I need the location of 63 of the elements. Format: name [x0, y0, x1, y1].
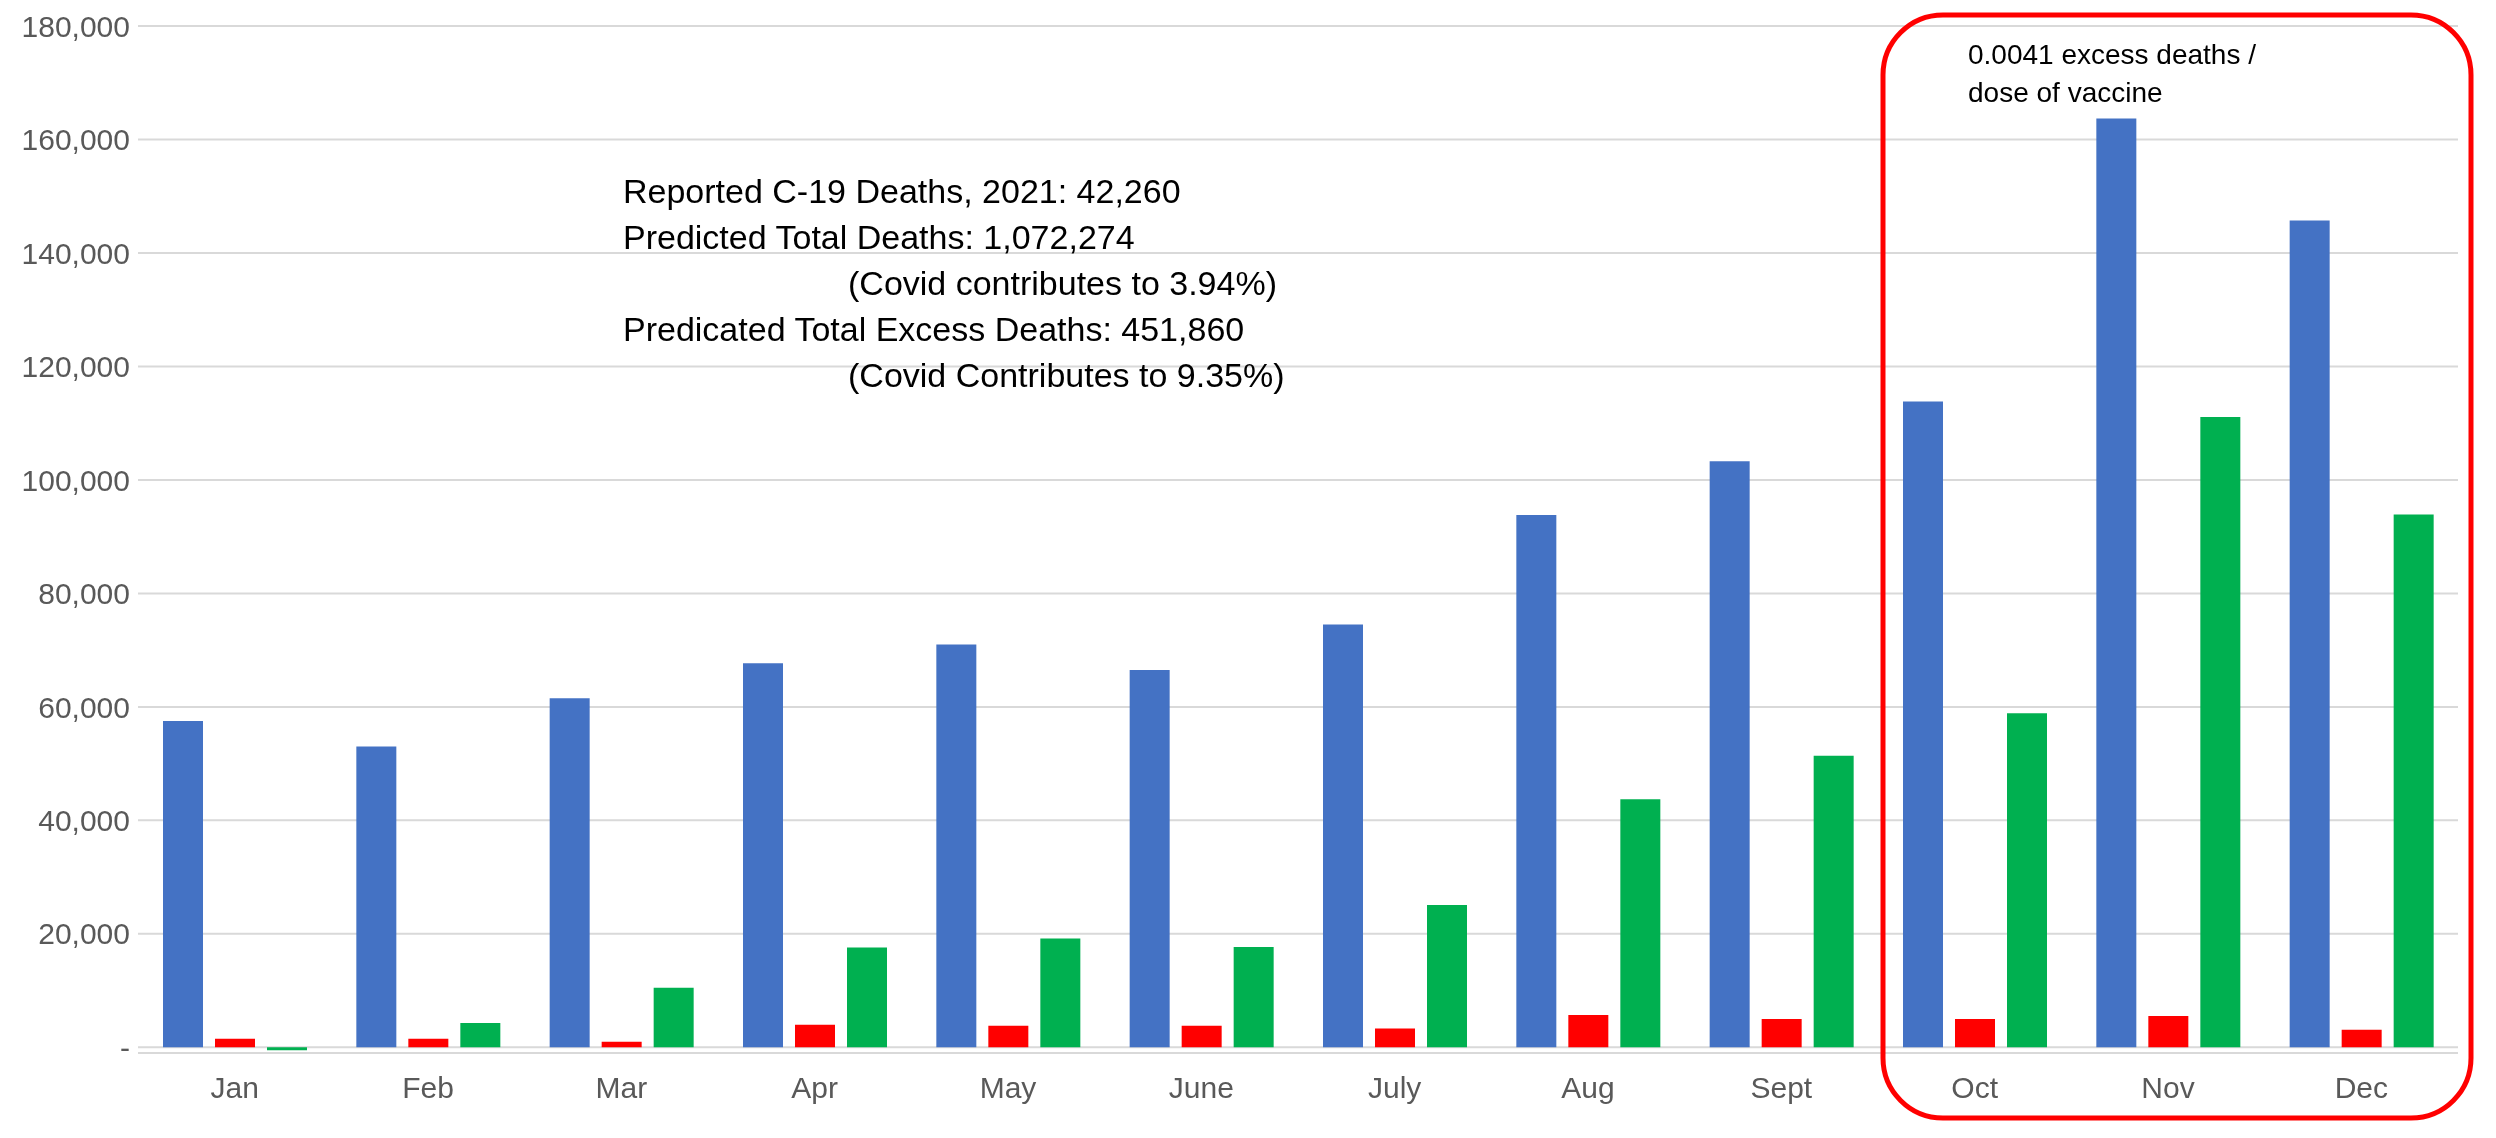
- bar: [1903, 401, 1943, 1048]
- x-tick-label: Feb: [402, 1071, 454, 1105]
- y-tick-label: 20,000: [38, 917, 130, 951]
- annotation: Predicted Total Deaths: 1,072,274: [623, 217, 1136, 258]
- y-tick-label: 100,000: [21, 463, 130, 497]
- bar: [2200, 416, 2241, 1048]
- bar: [1761, 1018, 1802, 1048]
- y-tick-label: 80,000: [38, 577, 130, 611]
- x-tick-label: Apr: [791, 1071, 839, 1105]
- x-tick-label: Dec: [2334, 1071, 2389, 1105]
- bar: [988, 1025, 1029, 1048]
- y-tick-label: 40,000: [38, 804, 130, 838]
- y-tick-label: 120,000: [21, 350, 130, 384]
- bar: [2341, 1029, 2382, 1048]
- bar: [2148, 1016, 2189, 1048]
- bar: [163, 721, 203, 1048]
- bar: [1375, 1028, 1415, 1048]
- bar: [460, 1022, 501, 1048]
- bar: [1427, 904, 1467, 1048]
- bar: [2096, 118, 2137, 1048]
- bar: [1233, 946, 1274, 1048]
- x-tick-label: Oct: [1951, 1071, 1999, 1105]
- x-tick-label: Mar: [595, 1071, 648, 1105]
- bar: [847, 947, 887, 1048]
- y-tick-label: 160,000: [21, 123, 130, 157]
- bar: [1516, 515, 1557, 1048]
- y-tick-label: -: [120, 1030, 130, 1064]
- x-tick-label: Sept: [1750, 1071, 1813, 1105]
- bar: [653, 987, 694, 1048]
- bar: [936, 644, 977, 1048]
- x-tick-label: July: [1367, 1071, 1422, 1105]
- bar: [2393, 514, 2434, 1048]
- annotation: (Covid Contributes to 9.35%): [847, 355, 1285, 396]
- bar: [1181, 1025, 1222, 1048]
- bar: [267, 1047, 307, 1051]
- bar: [1129, 670, 1170, 1048]
- bar: [215, 1038, 255, 1048]
- annotation: Reported C-19 Deaths, 2021: 42,260: [623, 171, 1182, 212]
- annotation: (Covid contributes to 3.94%): [847, 263, 1278, 304]
- bar: [795, 1024, 835, 1048]
- y-tick-label: 180,000: [21, 9, 130, 43]
- annotation: Predicated Total Excess Deaths: 451,860: [623, 309, 1246, 350]
- x-tick-label: May: [979, 1071, 1037, 1105]
- bar: [743, 663, 783, 1048]
- bar: [2289, 220, 2330, 1048]
- x-tick-label: Aug: [1561, 1071, 1615, 1105]
- bar: [1709, 461, 1750, 1048]
- y-tick-label: 140,000: [21, 236, 130, 270]
- bar: [1620, 799, 1661, 1048]
- bar: [1813, 755, 1854, 1048]
- annotation: 0.0041 excess deaths / dose of vaccine: [1968, 38, 2257, 110]
- x-tick-label: Jan: [210, 1071, 259, 1105]
- bar: [1568, 1014, 1609, 1048]
- bar: [2007, 713, 2047, 1048]
- y-tick-label: 60,000: [38, 690, 130, 724]
- bar: [1955, 1018, 1995, 1048]
- bar: [549, 698, 590, 1048]
- x-tick-label: Nov: [2141, 1071, 2195, 1105]
- bar: [1040, 938, 1081, 1048]
- bar: [408, 1038, 449, 1048]
- bar: [356, 746, 397, 1048]
- bar: [1323, 624, 1363, 1048]
- x-tick-label: June: [1168, 1071, 1234, 1105]
